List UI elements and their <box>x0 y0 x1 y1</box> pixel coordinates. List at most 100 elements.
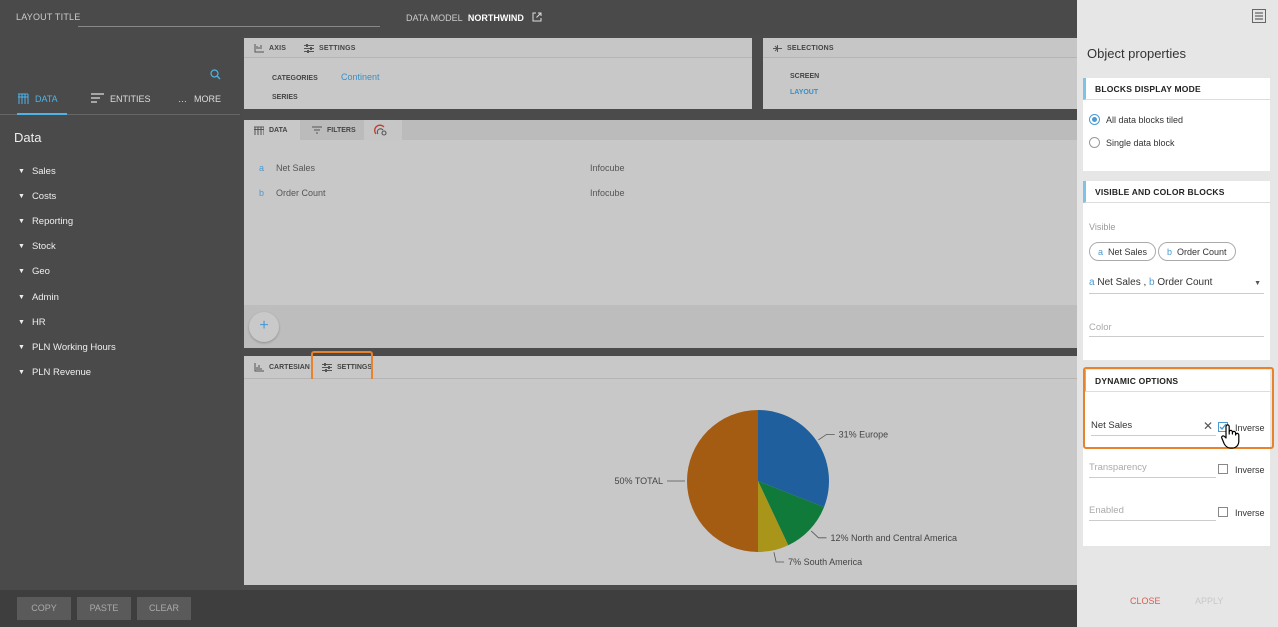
tab-entities-label: ENTITIES <box>110 94 151 104</box>
net-sales-field[interactable]: Net Sales ✕ <box>1091 419 1216 436</box>
pie-leader-line <box>773 552 785 563</box>
tab-data-blocks[interactable]: DATA <box>244 120 300 140</box>
tab-cartesian[interactable]: CARTESIAN <box>244 356 320 379</box>
dynamic-options-highlight <box>1083 367 1274 449</box>
data-icon <box>254 126 264 135</box>
selections-panel: SELECTIONS SCREEN LAYOUT <box>763 38 1077 109</box>
block-letter: a <box>259 163 265 173</box>
visible-color-header: VISIBLE AND COLOR BLOCKS <box>1083 181 1270 203</box>
inverse-label: Inverse <box>1235 508 1265 518</box>
data-block-row[interactable]: a Net Sales Infocube <box>244 160 1077 180</box>
tree-item[interactable]: ▼ Geo <box>18 266 50 278</box>
clear-x-icon[interactable]: ✕ <box>1202 419 1213 433</box>
axis-panel: AXIS SETTINGS CATEGORIES Continent SERIE… <box>244 38 752 109</box>
radio-unselected-icon <box>1089 137 1100 148</box>
radio-selected-icon <box>1089 114 1100 125</box>
tab-entities[interactable]: ENTITIES <box>91 92 151 115</box>
tab-axis[interactable]: AXIS <box>254 44 286 53</box>
axis-panel-header: AXIS SETTINGS <box>244 38 752 58</box>
menu-list-icon[interactable] <box>1252 9 1266 23</box>
visible-blocks-select[interactable]: a Net Sales , b Order Count ▼ <box>1089 277 1264 294</box>
clear-button[interactable]: CLEAR <box>137 597 191 620</box>
pie-slice-label: 31% Europe <box>839 429 889 439</box>
visible-color-card: VISIBLE AND COLOR BLOCKS Visible a Net S… <box>1083 181 1270 360</box>
settings-sliders-icon <box>322 363 332 372</box>
pie-leader-line <box>810 530 827 539</box>
tree-item[interactable]: ▼ PLN Working Hours <box>18 341 116 353</box>
tree-item[interactable]: ▼ PLN Revenue <box>18 366 92 378</box>
pie-slice[interactable] <box>687 410 758 552</box>
screen-label[interactable]: SCREEN <box>790 73 820 80</box>
tree-item[interactable]: ▼ Sales <box>18 166 56 178</box>
inverse-checkbox[interactable] <box>1218 464 1228 474</box>
block-letter: b <box>259 188 265 198</box>
inverse-checkbox[interactable] <box>1218 507 1228 517</box>
paste-button[interactable]: PASTE <box>77 597 131 620</box>
add-block-button[interactable]: + <box>249 312 279 342</box>
dynamic-options-card: DYNAMIC OPTIONS Net Sales ✕ Inverse Tran… <box>1083 370 1270 546</box>
external-link-icon[interactable] <box>532 12 542 24</box>
tree-item[interactable]: ▼ Reporting <box>18 216 74 228</box>
more-icon: … <box>178 94 188 104</box>
pie-slice[interactable] <box>758 481 789 552</box>
pie-slice[interactable] <box>758 410 829 508</box>
filter-icon <box>312 126 322 134</box>
pie-leader-line <box>818 433 835 441</box>
hand-cursor-icon <box>1220 423 1242 454</box>
pie-slice[interactable] <box>758 481 825 546</box>
tree-item[interactable]: ▼ Costs <box>18 191 57 203</box>
pie-slice-label: 7% South America <box>788 557 862 567</box>
pie-slice-label: 12% North and Central America <box>831 533 958 543</box>
add-strip: + <box>244 305 1077 348</box>
data-tree: ▼ Sales ▼ Costs ▼ Reporting ▼ Stock ▼ Geo ▼ Ad… <box>18 159 116 385</box>
tab-more[interactable]: … MORE <box>178 92 221 115</box>
dropdown-caret-icon: ▼ <box>1254 280 1261 287</box>
inverse-label: Inverse <box>1235 423 1265 433</box>
settings-tab-highlight <box>311 351 373 381</box>
enabled-field[interactable]: Enabled <box>1089 505 1216 521</box>
data-section-title: Data <box>14 130 42 145</box>
tab-data[interactable]: DATA <box>17 92 67 115</box>
pie-chart: 31% Europe 12% North and Central America 7… <box>614 410 958 567</box>
layout-label[interactable]: LAYOUT <box>790 89 819 96</box>
block-name: Net Sales <box>276 163 316 173</box>
fingerprint-icon <box>374 124 387 136</box>
data-block-row[interactable]: b Order Count Infocube <box>244 185 1077 205</box>
layout-title-input[interactable] <box>78 9 380 27</box>
pie-slice-label: 50% TOTAL <box>614 476 663 486</box>
selections-icon <box>773 45 782 52</box>
data-tabs: DATA FILTERS <box>244 120 1077 140</box>
tree-item[interactable]: ▼ Stock <box>18 241 56 253</box>
tab-chart-settings[interactable]: SETTINGS <box>312 356 382 379</box>
caret-down-icon: ▼ <box>18 293 25 301</box>
transparency-field[interactable]: Transparency <box>1089 462 1216 478</box>
tab-filters[interactable]: FILTERS <box>302 120 366 140</box>
search-icon[interactable] <box>210 67 221 85</box>
tab-axis-settings[interactable]: SETTINGS <box>304 44 356 53</box>
entities-icon <box>91 93 104 103</box>
object-properties-panel: Object properties BLOCKS DISPLAY MODE Al… <box>1077 0 1278 627</box>
caret-down-icon: ▼ <box>18 243 25 251</box>
caret-down-icon: ▼ <box>18 168 25 176</box>
chip-net-sales[interactable]: a Net Sales <box>1089 242 1157 261</box>
caret-down-icon: ▼ <box>18 318 25 326</box>
caret-down-icon: ▼ <box>18 193 25 201</box>
copy-button[interactable]: COPY <box>17 597 71 620</box>
tree-item[interactable]: ▼ Admin <box>18 291 59 303</box>
axis-icon <box>254 44 264 53</box>
categories-value[interactable]: Continent <box>341 72 380 82</box>
blocks-display-header: BLOCKS DISPLAY MODE <box>1083 78 1270 100</box>
tree-item[interactable]: ▼ HR <box>18 316 46 328</box>
apply-button[interactable]: APPLY <box>1195 596 1224 606</box>
left-tabs: DATA ENTITIES … MORE <box>0 92 240 115</box>
color-field[interactable]: Color <box>1089 322 1264 337</box>
data-model-name: NORTHWIND <box>467 13 524 23</box>
close-button[interactable]: CLOSE <box>1130 596 1161 606</box>
tab-extra[interactable] <box>364 120 402 140</box>
left-panel: DATA ENTITIES … MORE Data ▼ Sales ▼ Costs … <box>0 35 242 615</box>
chip-order-count[interactable]: b Order Count <box>1158 242 1236 261</box>
radio-single-block[interactable]: Single data block <box>1089 137 1175 148</box>
radio-all-tiled[interactable]: All data blocks tiled <box>1089 114 1183 125</box>
caret-down-icon: ▼ <box>18 268 25 276</box>
chart-header: CARTESIAN SETTINGS <box>244 356 1077 379</box>
